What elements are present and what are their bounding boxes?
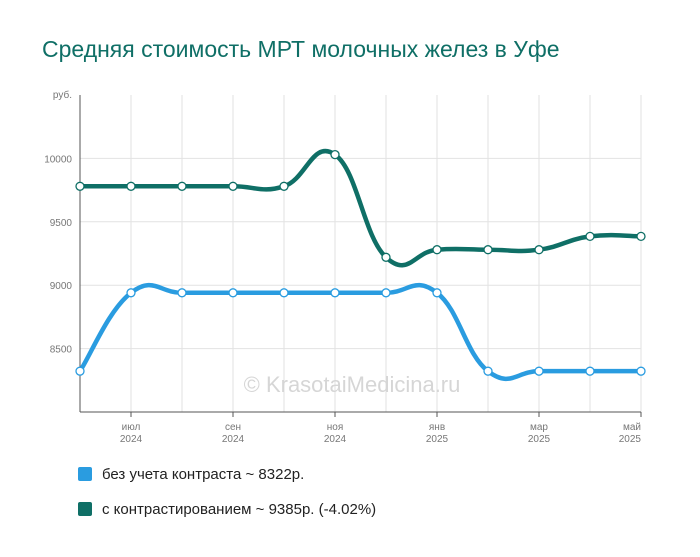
x-tick-label-year: 2024: [324, 434, 347, 445]
x-tick-label-year: 2024: [222, 434, 245, 445]
data-point-series-1: [483, 245, 493, 255]
data-point-series-0: [177, 288, 187, 298]
y-unit-label: руб.: [53, 89, 72, 101]
data-point-series-1: [126, 181, 136, 191]
data-point-series-0: [126, 288, 136, 298]
legend-item-with-contrast[interactable]: с контрастированием ~ 9385р. (-4.02%): [78, 494, 376, 524]
y-tick-label: 10000: [44, 154, 72, 165]
y-tick-label: 9000: [50, 281, 73, 292]
x-tick-label-year: 2025: [528, 434, 551, 445]
x-tick-label-month: янв: [429, 422, 445, 433]
x-tick-label-month: май: [623, 422, 641, 433]
x-tick-label-month: ноя: [327, 422, 344, 433]
series-line-1: [77, 148, 644, 268]
x-tick-label-year: 2025: [426, 434, 449, 445]
data-point-series-1: [534, 245, 544, 255]
data-point-series-0: [534, 366, 544, 376]
x-tick-labels: июл2024сен2024ноя2024янв2025мар2025май20…: [120, 422, 642, 445]
legend: без учета контраста ~ 8322р. с контрасти…: [78, 459, 376, 524]
y-tick-label: 9500: [50, 218, 73, 229]
x-tick-label-year: 2024: [120, 434, 143, 445]
y-tick-labels: 8500 9000 9500 10000 руб.: [44, 89, 72, 356]
data-point-series-0: [483, 366, 493, 376]
data-point-series-1: [330, 149, 340, 160]
data-point-series-1: [585, 231, 595, 242]
legend-item-without-contrast[interactable]: без учета контраста ~ 8322р.: [78, 459, 376, 489]
legend-swatch-with-contrast: [78, 502, 92, 516]
data-point-series-1: [381, 252, 391, 262]
data-point-series-1: [177, 181, 187, 191]
legend-label: с контрастированием ~ 9385р. (-4.02%): [102, 500, 377, 518]
x-tick-label-month: мар: [530, 422, 548, 433]
data-point-series-0: [75, 366, 85, 376]
data-point-series-1: [636, 231, 646, 242]
legend-swatch-without-contrast: [78, 467, 92, 481]
data-point-series-0: [585, 366, 595, 376]
series-points: [75, 149, 646, 376]
data-point-series-0: [228, 288, 238, 298]
legend-label: без учета контраста ~ 8322р.: [102, 465, 305, 483]
data-point-series-0: [381, 288, 391, 298]
chart-title: Средняя стоимость МРТ молочных желез в У…: [42, 36, 560, 62]
data-point-series-1: [432, 245, 442, 255]
data-point-series-1: [279, 181, 289, 191]
x-tick-label-month: сен: [225, 422, 241, 433]
y-tick-label: 8500: [50, 345, 73, 356]
data-point-series-0: [636, 366, 646, 376]
series-line-0: [77, 282, 644, 382]
x-tick-label-month: июл: [122, 422, 141, 433]
watermark: © KrasotaiMedicina.ru: [244, 372, 461, 397]
data-point-series-0: [432, 288, 442, 298]
grid-lines: [80, 95, 642, 412]
x-tick-label-year: 2025: [619, 434, 642, 445]
data-point-series-0: [330, 288, 340, 298]
axes: [79, 95, 642, 417]
data-point-series-1: [228, 181, 238, 191]
series-lines: [77, 148, 644, 382]
data-point-series-1: [75, 181, 85, 191]
data-point-series-0: [279, 288, 289, 298]
